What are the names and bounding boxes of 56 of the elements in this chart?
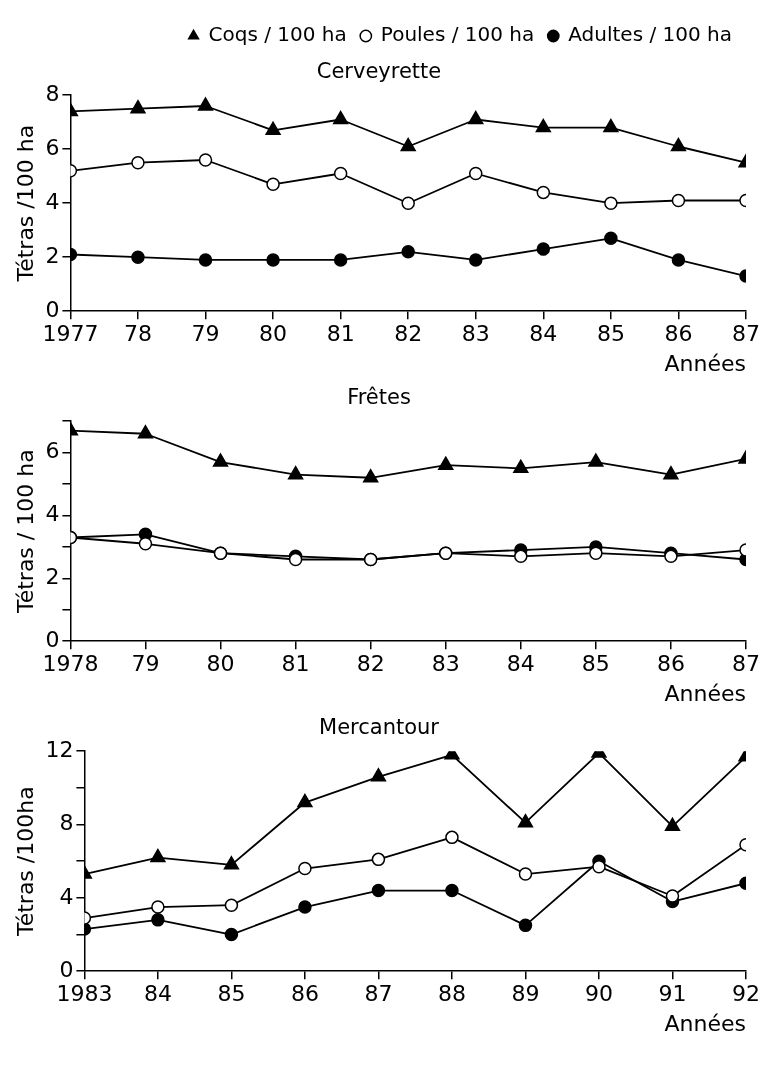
x-axis-title: Années	[664, 350, 746, 376]
legend-label: Adultes / 100 ha	[568, 22, 733, 47]
x-tick-label: 85	[217, 981, 246, 1007]
x-tick-label: 80	[259, 321, 288, 347]
x-tick-label: 80	[206, 651, 235, 677]
y-axis-title: Tétras /100 ha	[12, 124, 38, 283]
x-tick-label: 92	[732, 981, 760, 1007]
chart-title: Mercantour	[319, 715, 440, 740]
chart-title: Cerveyrette	[316, 59, 442, 84]
x-tick-label: 1977	[42, 321, 99, 347]
x-tick-label: 82	[394, 321, 423, 347]
x-tick-label: 83	[461, 321, 490, 347]
y-axis-title: Tétras / 100 ha	[12, 449, 38, 615]
x-tick-label: 1978	[42, 651, 99, 677]
x-tick-label: 85	[581, 651, 610, 677]
x-tick-label: 85	[596, 321, 625, 347]
x-tick-label: 81	[326, 321, 355, 347]
chart-title: Frêtes	[347, 385, 411, 410]
x-axis-title: Années	[664, 1010, 746, 1036]
x-tick-label: 79	[131, 651, 160, 677]
x-tick-label: 82	[356, 651, 385, 677]
y-tick-label: 0	[45, 626, 60, 652]
y-tick-label: 4	[59, 883, 74, 909]
x-tick-label: 89	[511, 981, 540, 1007]
y-axis-title: Tétras /100ha	[12, 786, 38, 938]
x-tick-label: 88	[437, 981, 466, 1007]
x-tick-label: 87	[364, 981, 393, 1007]
x-tick-label: 87	[732, 651, 760, 677]
y-tick-label: 2	[45, 564, 60, 590]
y-tick-label: 0	[59, 956, 74, 982]
x-tick-label: 84	[506, 651, 535, 677]
x-tick-label: 84	[143, 981, 172, 1007]
x-tick-label: 90	[584, 981, 613, 1007]
y-tick-label: 12	[45, 736, 74, 762]
y-tick-label: 4	[45, 188, 60, 214]
x-tick-label: 91	[658, 981, 687, 1007]
x-tick-label: 1983	[56, 981, 113, 1007]
x-tick-label: 83	[431, 651, 460, 677]
y-tick-label: 8	[59, 810, 74, 836]
y-tick-label: 6	[45, 134, 60, 160]
y-tick-label: 6	[45, 438, 60, 464]
x-tick-label: 86	[656, 651, 685, 677]
x-tick-label: 79	[191, 321, 220, 347]
legend-label: Poules / 100 ha	[380, 22, 535, 47]
x-tick-label: 86	[290, 981, 319, 1007]
x-tick-label: 81	[281, 651, 310, 677]
x-axis-title: Années	[664, 680, 746, 706]
x-tick-label: 78	[123, 321, 152, 347]
x-tick-label: 87	[732, 321, 760, 347]
x-tick-label: 84	[529, 321, 558, 347]
legend-label: Coqs / 100 ha	[208, 22, 347, 47]
y-tick-label: 2	[45, 242, 60, 268]
y-tick-label: 8	[45, 80, 60, 106]
y-tick-label: 0	[45, 296, 60, 322]
x-tick-label: 86	[664, 321, 693, 347]
y-tick-label: 4	[45, 501, 60, 527]
